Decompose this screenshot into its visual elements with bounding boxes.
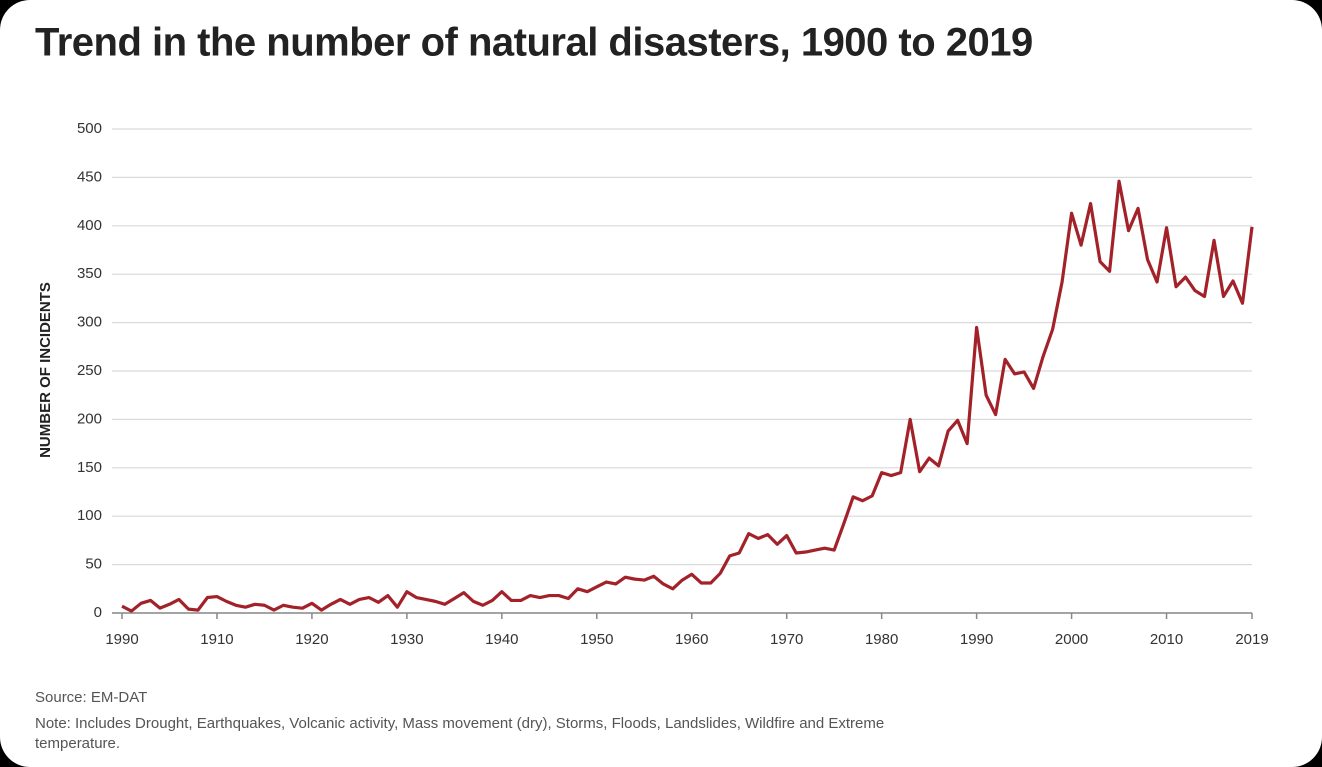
- x-tick-label: 1960: [675, 631, 708, 648]
- x-tick-label: 1990: [105, 631, 138, 648]
- chart: Trend in the number of natural disasters…: [35, 21, 1269, 648]
- note: Note: Includes Drought, Earthquakes, Vol…: [35, 715, 885, 752]
- y-tick-label: 450: [77, 168, 102, 185]
- y-tick-label: 200: [77, 410, 102, 427]
- y-tick-label: 50: [85, 556, 102, 573]
- y-tick-label: 350: [77, 265, 102, 282]
- chart-title: Trend in the number of natural disasters…: [35, 21, 1033, 65]
- y-tick-label: 400: [77, 217, 102, 234]
- x-tick-label: 1920: [295, 631, 328, 648]
- data-line: [121, 179, 1254, 613]
- x-tick-label: 1940: [485, 631, 518, 648]
- x-tick-label: 1930: [390, 631, 423, 648]
- y-tick-label: 0: [94, 604, 102, 621]
- x-tick-label: 2000: [1055, 631, 1088, 648]
- x-tick-label: 1980: [865, 631, 898, 648]
- y-tick-label: 100: [77, 507, 102, 524]
- x-tick-label: 2019: [1235, 631, 1268, 648]
- y-tick-label: 250: [77, 362, 102, 379]
- y-axis-label: NUMBER OF INCIDENTS: [37, 282, 54, 458]
- source: Source: EM-DAT: [35, 689, 148, 706]
- y-tick-label: 150: [77, 459, 102, 476]
- y-tick-label: 500: [77, 120, 102, 137]
- x-tick-label: 1990: [960, 631, 993, 648]
- x-tick-label: 2010: [1150, 631, 1183, 648]
- y-tick-label: 300: [77, 314, 102, 331]
- x-tick-label: 1970: [770, 631, 803, 648]
- x-tick-label: 1910: [200, 631, 233, 648]
- x-tick-label: 1950: [580, 631, 613, 648]
